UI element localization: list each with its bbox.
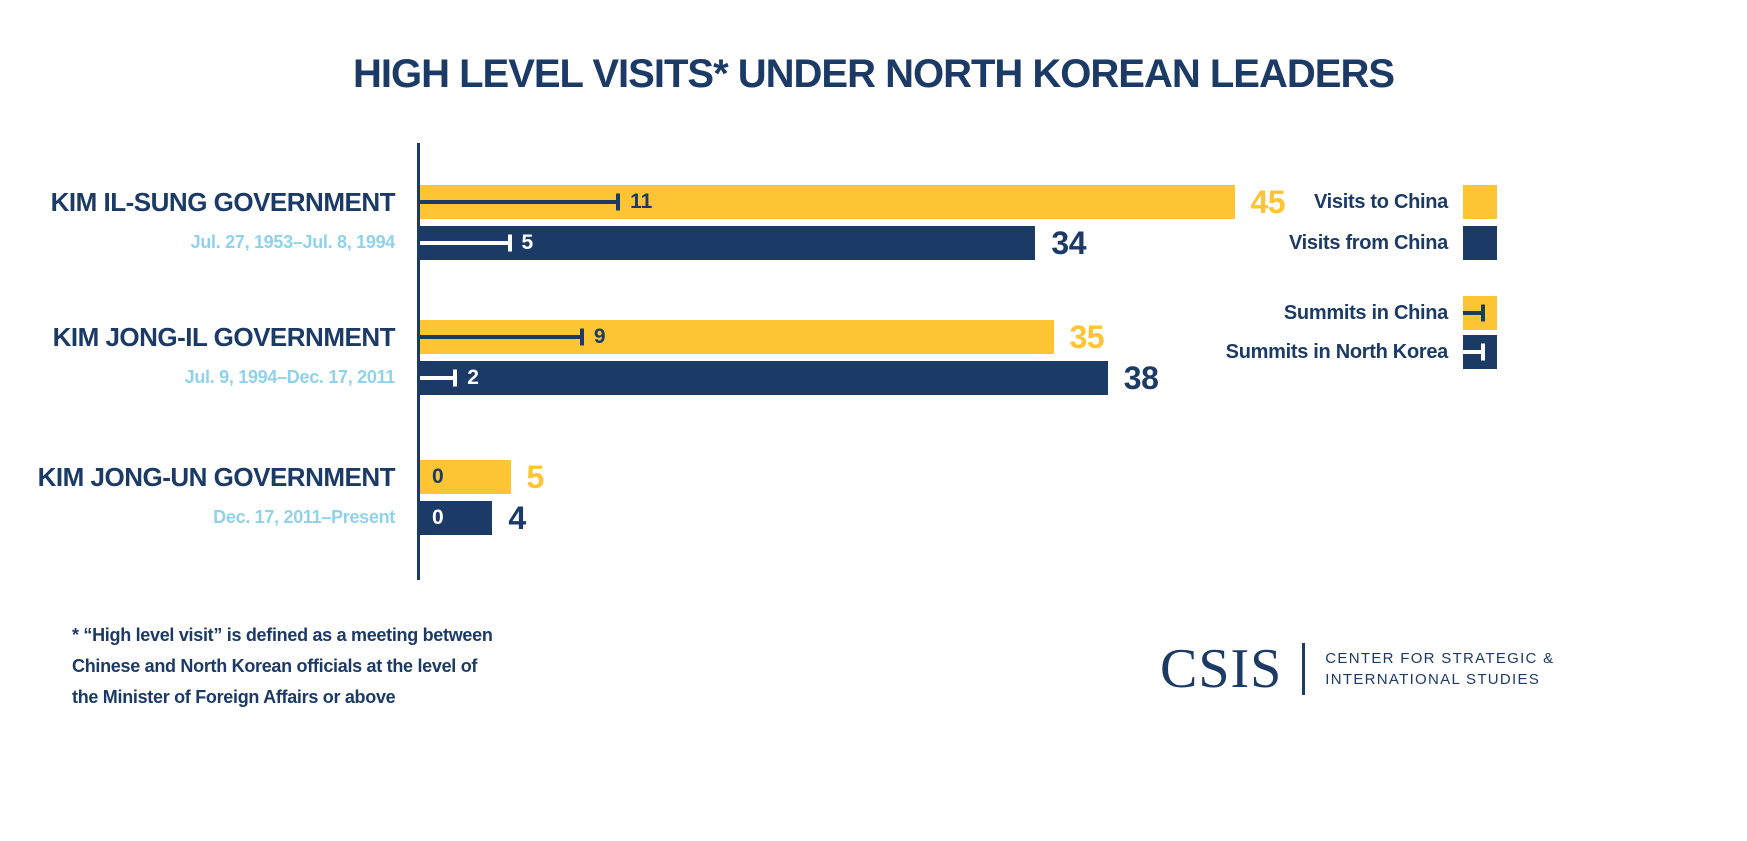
logo-divider (1302, 643, 1306, 695)
bar-value-label: 34 (1051, 224, 1086, 261)
footnote-line: * “High level visit” is defined as a mee… (72, 625, 493, 645)
legend-whisker-tick (1481, 343, 1485, 361)
axis-line (417, 143, 420, 580)
bar-visits-to-china: 11 (420, 185, 1235, 219)
group-label: KIM JONG-IL GOVERNMENT (52, 322, 396, 352)
summit-value-label: 0 (432, 506, 444, 529)
group-label-block: KIM JONG-UN GOVERNMENT Dec. 17, 2011–Pres… (37, 460, 396, 529)
bar-value-label: 35 (1069, 318, 1105, 355)
summit-value-label: 11 (630, 190, 653, 213)
csis-logo: CSIS CENTER FOR STRATEGIC & INTERNATIONA… (1160, 640, 1554, 698)
legend-swatch (1463, 185, 1497, 219)
group-dates: Dec. 17, 2011–Present (213, 507, 395, 527)
csis-org-line1: CENTER FOR STRATEGIC & (1325, 650, 1555, 667)
footnote-line: the Minister of Foreign Affairs or above (72, 687, 396, 707)
summit-value-label: 0 (432, 465, 444, 488)
legend-whisker-tick (1481, 304, 1485, 322)
bar-visits-from-china: 0 (420, 501, 493, 535)
summit-whisker-tick (579, 328, 584, 346)
legend-row: Visits to China (1226, 185, 1497, 219)
legend-label: Summits in China (1283, 301, 1448, 324)
group-label-block: KIM JONG-IL GOVERNMENT Jul. 9, 1994–Dec. … (52, 320, 396, 389)
csis-org-name: CENTER FOR STRATEGIC & INTERNATIONAL STU… (1325, 648, 1554, 690)
legend-swatch (1463, 335, 1497, 369)
bar-visits-to-china: 0 (420, 460, 511, 494)
legend-row: Visits from China (1226, 226, 1497, 260)
summit-whisker-tick (507, 234, 512, 252)
footnote-line: Chinese and North Korean officials at th… (72, 656, 478, 676)
legend-row: Summits in North Korea (1226, 335, 1497, 369)
footnote: * “High level visit” is defined as a mee… (72, 620, 493, 713)
summit-whisker-line (420, 335, 583, 339)
legend-swatch (1463, 296, 1497, 330)
group-dates: Jul. 27, 1953–Jul. 8, 1994 (190, 232, 396, 252)
group-label: KIM IL-SUNG GOVERNMENT (50, 187, 396, 217)
group-dates: Jul. 9, 1994–Dec. 17, 2011 (184, 367, 396, 387)
summit-value-label: 9 (593, 325, 606, 348)
legend-row: Summits in China (1226, 296, 1497, 330)
bar-visits-from-china: 5 (420, 226, 1036, 260)
summit-whisker-line (420, 376, 457, 380)
csis-wordmark: CSIS (1160, 638, 1283, 700)
summit-whisker-tick (453, 369, 458, 387)
bar-visits-from-china: 2 (420, 361, 1108, 395)
summit-whisker-tick (616, 193, 621, 211)
legend-whisker-line (1463, 311, 1484, 315)
bar-value-label: 4 (508, 499, 526, 536)
summit-whisker-line (420, 200, 620, 204)
csis-org-line2: INTERNATIONAL STUDIES (1325, 671, 1541, 688)
bar-value-label: 45 (1250, 183, 1286, 220)
summit-value-label: 5 (521, 231, 534, 254)
legend-label: Visits to China (1313, 190, 1448, 213)
summit-value-label: 2 (467, 366, 479, 389)
summit-whisker-line (420, 241, 511, 245)
legend-label: Summits in North Korea (1225, 340, 1449, 363)
group-label-block: KIM IL-SUNG GOVERNMENT Jul. 27, 1953–Jul.… (50, 185, 396, 254)
bar-value-label: 5 (526, 458, 545, 495)
chart-title: HIGH LEVEL VISITS* UNDER NORTH KOREAN LE… (352, 52, 1395, 96)
bar-value-label: 38 (1123, 359, 1159, 396)
bar-visits-to-china: 9 (420, 320, 1054, 354)
group-label: KIM JONG-UN GOVERNMENT (37, 462, 396, 492)
legend-whisker-line (1463, 350, 1484, 354)
legend: Visits to China Visits from China Summits … (1226, 185, 1497, 376)
legend-swatch (1463, 226, 1497, 260)
legend-label: Visits from China (1288, 231, 1448, 254)
